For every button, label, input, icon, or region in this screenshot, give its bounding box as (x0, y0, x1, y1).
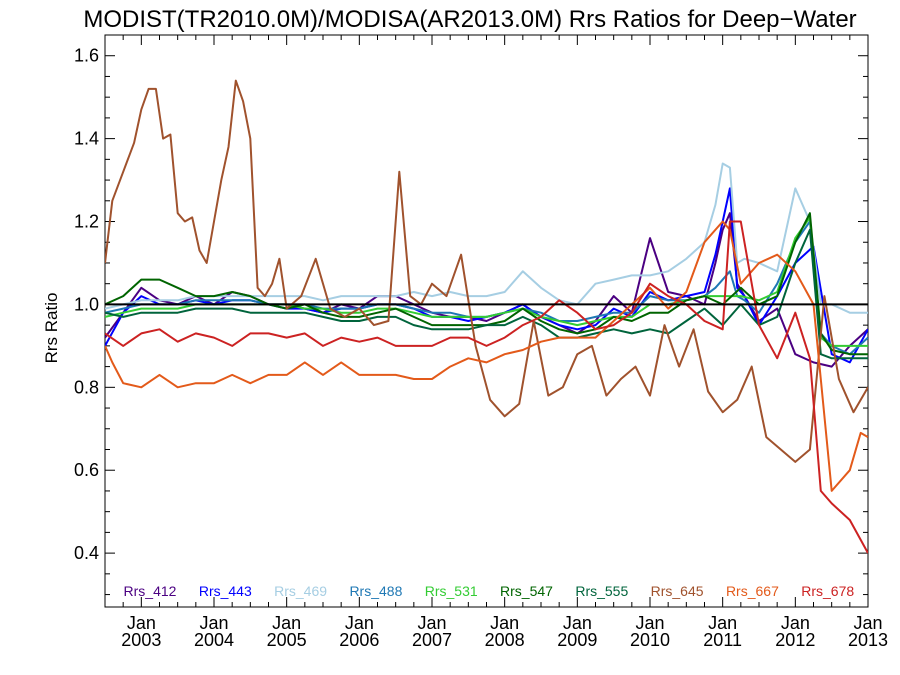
x-tick-label-year: 2003 (121, 630, 161, 650)
x-tick-label-year: 2007 (412, 630, 452, 650)
y-tick-label: 0.8 (74, 377, 99, 397)
x-tick-label-month: Jan (563, 613, 592, 633)
plot-area: 0.40.60.81.01.21.41.6Jan2003Jan2004Jan20… (74, 34, 888, 650)
series-line-rrs-531 (105, 216, 868, 347)
series-line-rrs-443 (105, 187, 868, 364)
series-line-rrs-488 (105, 220, 868, 356)
series-line-rrs-547 (105, 212, 868, 356)
x-tick-label-year: 2006 (339, 630, 379, 650)
x-tick-label-month: Jan (490, 613, 519, 633)
legend-item-rrs-531: Rrs_531 (425, 583, 478, 599)
x-tick-label-year: 2010 (630, 630, 670, 650)
y-tick-label: 1.0 (74, 294, 99, 314)
legend-item-rrs-678: Rrs_678 (801, 583, 854, 599)
x-tick-label-month: Jan (272, 613, 301, 633)
x-tick-label-month: Jan (345, 613, 374, 633)
x-tick-label-year: 2013 (848, 630, 888, 650)
y-tick-label: 1.2 (74, 212, 99, 232)
series-lines (105, 79, 868, 554)
x-tick-label-year: 2012 (775, 630, 815, 650)
chart-title: MODIST(TR2010.0M)/MODISA(AR2013.0M) Rrs … (83, 6, 856, 33)
x-tick-label-month: Jan (781, 613, 810, 633)
y-axis-title: Rrs Ratio (42, 293, 61, 364)
x-tick-label-month: Jan (199, 613, 228, 633)
y-tick-label: 0.4 (74, 543, 99, 563)
legend-item-rrs-488: Rrs_488 (349, 583, 402, 599)
series-line-rrs-469 (105, 162, 868, 314)
x-tick-label-month: Jan (635, 613, 664, 633)
legend-item-rrs-667: Rrs_667 (726, 583, 779, 599)
series-line-rrs-645 (105, 79, 868, 463)
x-tick-label-year: 2011 (703, 630, 742, 650)
series-line-rrs-555 (105, 228, 868, 360)
y-tick-label: 1.4 (74, 129, 99, 149)
x-tick-label-month: Jan (708, 613, 737, 633)
legend-item-rrs-555: Rrs_555 (575, 583, 628, 599)
series-line-rrs-678 (105, 220, 868, 554)
x-tick-label-year: 2008 (485, 630, 525, 650)
legend-item-rrs-469: Rrs_469 (274, 583, 327, 599)
y-tick-label: 1.6 (74, 46, 99, 66)
x-tick-label-month: Jan (127, 613, 156, 633)
legend-item-rrs-443: Rrs_443 (199, 583, 252, 599)
x-tick-label-year: 2004 (194, 630, 234, 650)
legend-item-rrs-412: Rrs_412 (124, 583, 177, 599)
x-tick-label-year: 2005 (267, 630, 307, 650)
x-tick-label-year: 2009 (557, 630, 597, 650)
x-tick-label-month: Jan (417, 613, 446, 633)
legend-item-rrs-547: Rrs_547 (500, 583, 553, 599)
legend-item-rrs-645: Rrs_645 (651, 583, 704, 599)
y-tick-label: 0.6 (74, 460, 99, 480)
x-tick-label-month: Jan (853, 613, 882, 633)
